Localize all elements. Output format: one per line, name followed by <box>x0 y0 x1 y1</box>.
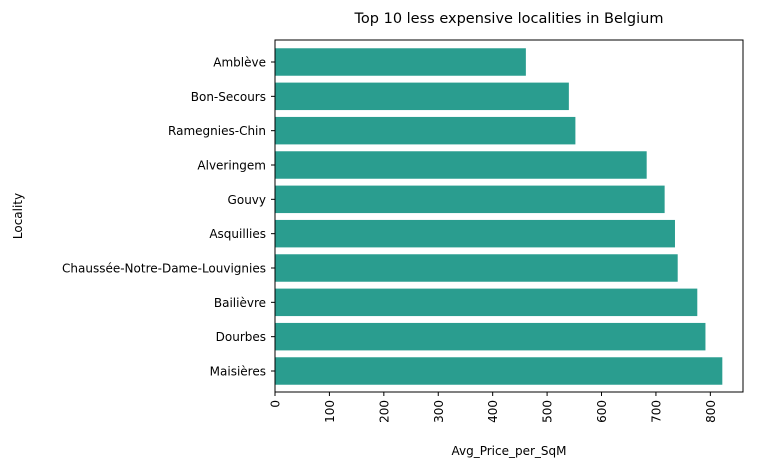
x-axis-label: Avg_Price_per_SqM <box>451 444 566 458</box>
bar <box>275 219 675 248</box>
y-tick-label: Asquillies <box>209 227 266 241</box>
y-tick-label: Gouvy <box>228 193 266 207</box>
y-tick-label: Dourbes <box>216 330 266 344</box>
bar <box>275 254 678 282</box>
bar <box>275 288 698 317</box>
x-tick-label: 100 <box>323 400 337 423</box>
x-tick-label: 200 <box>377 400 391 423</box>
chart-title: Top 10 less expensive localities in Belg… <box>354 11 664 27</box>
x-tick-label: 700 <box>649 400 663 423</box>
x-tick-label: 0 <box>269 400 283 408</box>
bar <box>275 116 576 145</box>
bar <box>275 48 526 76</box>
bar <box>275 322 706 351</box>
plot-frame <box>274 39 744 393</box>
y-tick-label: Alveringem <box>197 159 266 173</box>
x-tick-label: 600 <box>595 400 609 423</box>
bar <box>275 82 569 111</box>
y-tick-label: Maisières <box>210 365 266 379</box>
bars-group <box>275 48 723 385</box>
y-tick-label: Chaussée-Notre-Dame-Louvignies <box>62 262 266 276</box>
x-tick-labels: 0 100 200 300 400 500 600 700 800 <box>269 392 718 423</box>
y-tick-label: Amblève <box>213 56 266 70</box>
y-tick-label: Bailièvre <box>214 296 266 310</box>
bar <box>275 185 665 214</box>
x-tick-label: 500 <box>541 400 555 423</box>
bar <box>275 357 723 385</box>
x-tick-label: 800 <box>704 400 718 423</box>
y-tick-label: Ramegnies-Chin <box>168 124 266 138</box>
bar <box>275 151 647 179</box>
x-tick-label: 400 <box>486 400 500 423</box>
x-tick-label: 300 <box>432 400 446 423</box>
y-axis-label: Locality <box>11 193 25 239</box>
y-tick-label: Bon-Secours <box>191 90 266 104</box>
y-tick-labels: Amblève Bon-Secours Ramegnies-Chin Alvering… <box>62 56 275 379</box>
